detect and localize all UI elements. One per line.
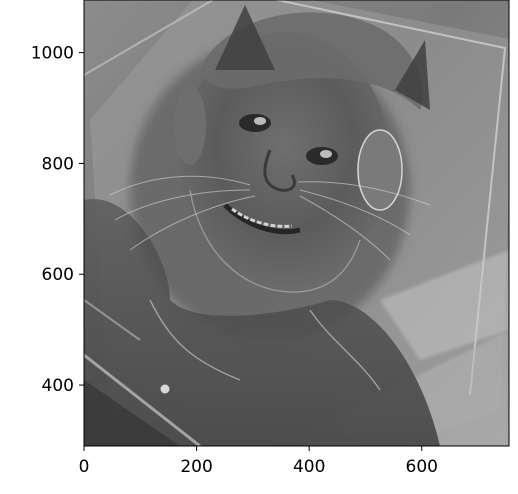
right-light-band (380, 250, 509, 360)
x-tick-label: 600 (406, 457, 438, 477)
teeth (231, 207, 293, 228)
eye-left-highlight (254, 117, 266, 125)
y-tick-label: 400 (42, 376, 74, 396)
axes-frame (83, 0, 510, 447)
x-tick-label: 0 (79, 457, 90, 477)
y-tick-label: 800 (42, 154, 74, 174)
x-tick-label: 400 (293, 457, 325, 477)
shirt-button (159, 383, 171, 395)
whiskers (109, 175, 431, 261)
face (180, 32, 390, 288)
image-area (84, 0, 509, 446)
cat-ear-right (395, 40, 430, 110)
bottom-left-light-line-2 (84, 299, 141, 341)
y-tick-label: 600 (42, 265, 74, 285)
ear-left (174, 85, 206, 165)
nose (263, 149, 296, 192)
jaw-contour (189, 189, 361, 293)
x-tick-label: 200 (180, 457, 212, 477)
collar (149, 299, 381, 391)
eye-right-highlight (320, 150, 332, 158)
bottom-left-dark-stripe (84, 380, 180, 446)
mouth (223, 203, 301, 235)
x-axis: 0 200 400 600 (79, 446, 438, 477)
y-tick-label: 1000 (31, 44, 74, 64)
bottom-left-light-line (84, 353, 201, 446)
cat-ear-left (215, 5, 275, 70)
panel-diagonal-line (84, 0, 215, 76)
ear-right (357, 129, 403, 211)
y-axis: 400 600 800 1000 (31, 44, 84, 396)
